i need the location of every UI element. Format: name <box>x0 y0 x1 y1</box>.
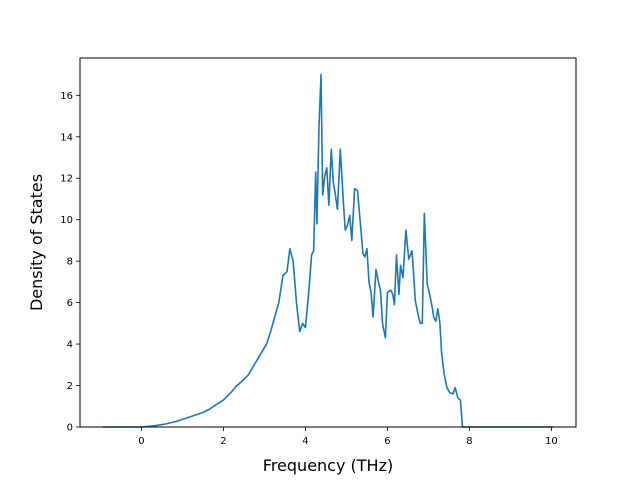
y-tick-label: 8 <box>67 257 73 268</box>
x-tick-label: 10 <box>545 436 558 447</box>
y-tick-label: 0 <box>67 423 73 434</box>
y-tick-label: 14 <box>60 132 73 143</box>
x-tick-label: 4 <box>302 436 308 447</box>
x-tick-label: 8 <box>466 436 472 447</box>
y-tick-label: 6 <box>67 298 73 309</box>
x-tick-label: 6 <box>384 436 390 447</box>
y-tick-label: 12 <box>60 174 73 185</box>
axes-frame <box>79 57 577 428</box>
x-axis-ticks: 0 2 4 6 8 10 <box>138 427 558 447</box>
y-tick-label: 16 <box>60 91 73 102</box>
x-axis-label: Frequency (THz) <box>263 456 393 475</box>
y-tick-label: 10 <box>60 215 73 226</box>
y-tick-label: 2 <box>67 381 73 392</box>
y-tick-label: 4 <box>67 340 73 351</box>
x-tick-label: 2 <box>220 436 226 447</box>
y-axis-ticks: 0 2 4 6 8 10 12 14 16 <box>60 91 80 434</box>
y-axis-label: Density of States <box>27 174 46 311</box>
x-tick-label: 0 <box>138 436 144 447</box>
